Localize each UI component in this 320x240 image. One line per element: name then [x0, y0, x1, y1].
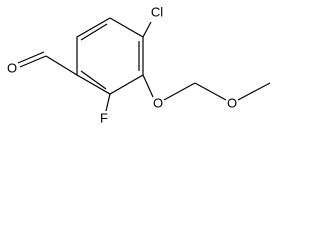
atom-label: F: [100, 110, 108, 125]
double-bond: [17, 51, 45, 64]
atom-label: O: [153, 95, 163, 110]
double-bond: [80, 23, 108, 41]
bond: [194, 82, 227, 101]
ring: [76, 17, 144, 95]
atom-label: Cl: [151, 4, 163, 19]
bond: [19, 55, 47, 68]
bonds: [17, 17, 271, 112]
structure: Cl O F O O: [7, 4, 271, 125]
double-bond: [80, 70, 107, 90]
bond: [105, 93, 111, 112]
atom-label: O: [227, 95, 237, 110]
bond: [142, 74, 154, 98]
bond: [237, 82, 271, 101]
bond: [45, 55, 78, 76]
atom-label: O: [7, 60, 17, 75]
bond: [163, 82, 196, 101]
bond: [142, 21, 152, 38]
